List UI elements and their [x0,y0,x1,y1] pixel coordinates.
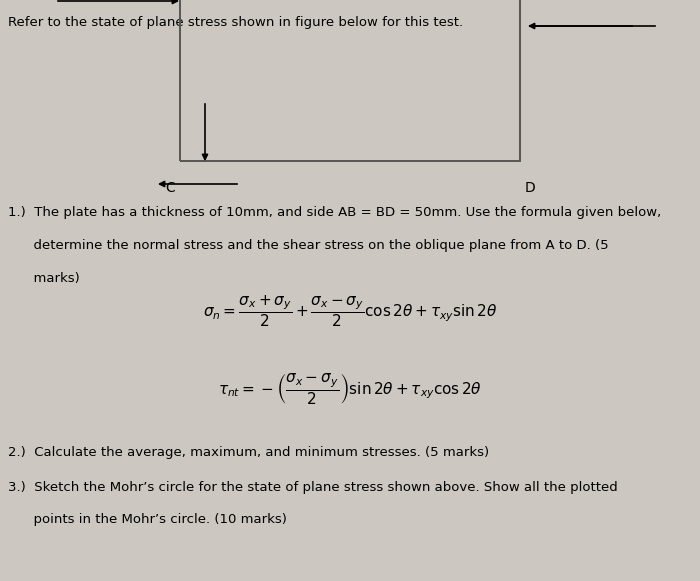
Text: 2.)  Calculate the average, maximum, and minimum stresses. (5 marks): 2.) Calculate the average, maximum, and … [8,446,489,459]
Text: $\tau_{nt} = -\left(\dfrac{\sigma_x - \sigma_y}{2}\right)\sin 2\theta + \tau_{xy: $\tau_{nt} = -\left(\dfrac{\sigma_x - \s… [218,371,482,406]
Bar [180,0,520,161]
Text: 1.)  The plate has a thickness of 10mm, and side AB = BD = 50mm. Use the formula: 1.) The plate has a thickness of 10mm, a… [8,206,662,219]
Text: $\sigma_n = \dfrac{\sigma_x + \sigma_y}{2} + \dfrac{\sigma_x - \sigma_y}{2}\cos : $\sigma_n = \dfrac{\sigma_x + \sigma_y}{… [203,293,497,329]
Text: marks): marks) [8,272,80,285]
Text: C: C [165,181,175,195]
Text: points in the Mohr’s circle. (10 marks): points in the Mohr’s circle. (10 marks) [8,513,287,526]
Text: 3.)  Sketch the Mohr’s circle for the state of plane stress shown above. Show al: 3.) Sketch the Mohr’s circle for the sta… [8,481,617,494]
Text: Refer to the state of plane stress shown in figure below for this test.: Refer to the state of plane stress shown… [8,16,463,29]
Text: determine the normal stress and the shear stress on the oblique plane from A to : determine the normal stress and the shea… [8,239,608,252]
Text: D: D [525,181,536,195]
Text: 51 kPa: 51 kPa [573,0,617,3]
